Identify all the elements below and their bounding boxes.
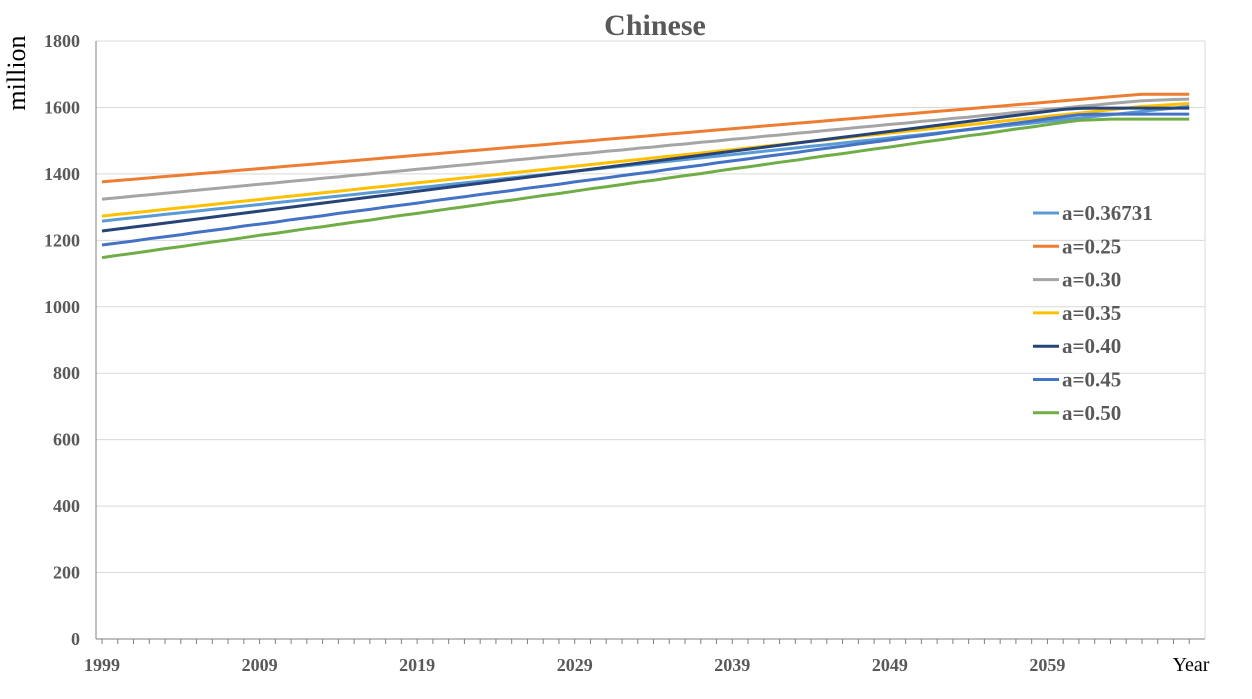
legend-label: a=0.30 (1062, 268, 1121, 292)
y-tick-label: 1400 (44, 164, 80, 184)
y-tick-label: 800 (53, 363, 80, 383)
y-tick-label: 1200 (44, 230, 80, 250)
x-tick-label: 2039 (714, 655, 750, 675)
y-tick-label: 600 (53, 430, 80, 450)
legend-label: a=0.45 (1062, 368, 1121, 392)
legend: a=0.36731 a=0.25 a=0.30 a=0.35 a=0.40 a=0.45 a… (1033, 201, 1153, 425)
legend-label: a=0.25 (1062, 234, 1121, 258)
legend-label: a=0.40 (1062, 334, 1121, 358)
y-tick-labels: 0 200 400 600 800 1000 1200 1400 1600 1800 (44, 31, 80, 649)
x-tick-label: 2049 (872, 655, 908, 675)
axes (95, 41, 1206, 644)
y-tick-label: 200 (53, 563, 80, 583)
y-tick-label: 1600 (44, 97, 80, 117)
x-tick-label: 2009 (242, 655, 278, 675)
legend-label: a=0.36731 (1062, 201, 1153, 225)
legend-label: a=0.35 (1062, 301, 1121, 325)
y-tick-label: 1800 (44, 31, 80, 51)
y-axis-label: million (2, 35, 31, 110)
y-tick-label: 400 (53, 496, 80, 516)
series-line (101, 97, 1190, 201)
series-line (101, 102, 1190, 218)
series-line (101, 92, 1190, 184)
x-axis-label: Year (1173, 654, 1210, 676)
legend-label: a=0.50 (1062, 401, 1121, 425)
x-tick-label: 2019 (399, 655, 435, 675)
chart-title: Chinese (604, 9, 706, 42)
series-line (101, 106, 1190, 233)
x-tick-labels: 1999 2009 2019 2029 2039 2049 2059 (84, 655, 1065, 675)
gridlines (96, 40, 1205, 574)
series-line (101, 112, 1190, 247)
y-tick-label: 1000 (44, 297, 80, 317)
x-tick-label: 2029 (557, 655, 593, 675)
series-lines (101, 92, 1190, 260)
series-line (101, 117, 1190, 260)
y-tick-label: 0 (71, 629, 80, 649)
x-tick-label: 1999 (84, 655, 120, 675)
x-tick-label: 2059 (1029, 655, 1065, 675)
